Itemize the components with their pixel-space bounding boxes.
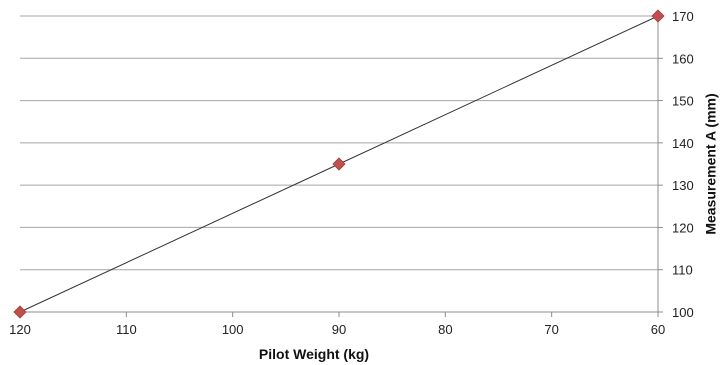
x-tick-labels: 120 110 100 90 80 70 60: [9, 322, 665, 337]
y-tick-label: 150: [672, 94, 694, 109]
x-tick-label: 120: [9, 322, 31, 337]
y-tick-label: 110: [672, 263, 693, 278]
x-tick-label: 70: [544, 322, 558, 337]
x-axis-title: Pilot Weight (kg): [259, 346, 369, 362]
y-tick-label: 100: [672, 305, 694, 320]
gridlines: [20, 15, 658, 313]
x-tick-label: 80: [438, 322, 452, 337]
y-tick-label: 170: [672, 9, 694, 24]
x-tick-label: 60: [651, 322, 665, 337]
y-tick-label: 160: [672, 51, 694, 66]
y-tick-label: 120: [672, 220, 694, 235]
y-tick-labels: 100 110 120 130 140 150 160 170: [672, 9, 694, 320]
x-tick-label: 110: [116, 322, 137, 337]
y-tick-label: 130: [672, 178, 694, 193]
data-point: [651, 9, 665, 23]
axes: [19, 15, 663, 317]
data-point: [13, 305, 27, 319]
x-tick-label: 100: [222, 322, 244, 337]
data-point: [332, 157, 346, 171]
y-axis-title: Measurement A (mm): [703, 93, 719, 234]
series-group: [13, 9, 665, 319]
y-tick-label: 140: [672, 136, 694, 151]
x-tick-label: 90: [332, 322, 346, 337]
